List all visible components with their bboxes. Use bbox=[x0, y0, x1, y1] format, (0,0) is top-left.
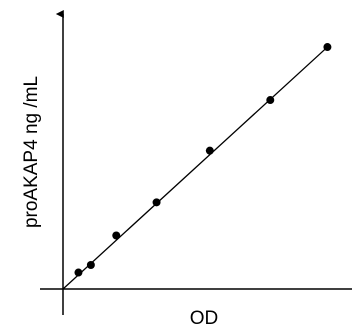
data-point-5 bbox=[205, 146, 214, 155]
trend-line bbox=[62, 46, 328, 290]
data-point-1 bbox=[74, 268, 83, 277]
data-point-3 bbox=[112, 231, 121, 240]
data-points bbox=[74, 43, 332, 277]
data-point-6 bbox=[266, 96, 275, 105]
x-axis-label: OD bbox=[190, 308, 219, 329]
data-point-7 bbox=[323, 43, 332, 52]
y-axis-label: proAKAP4 ng /mL bbox=[21, 76, 42, 228]
data-point-4 bbox=[152, 198, 161, 207]
data-point-2 bbox=[86, 260, 95, 269]
